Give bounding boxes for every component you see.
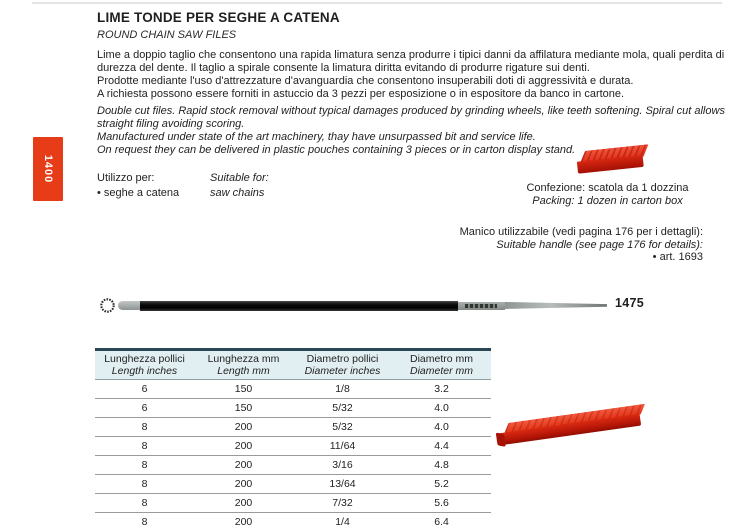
cell-diameter-inches: 5/32 <box>332 402 353 414</box>
cell-diameter-mm: 4.4 <box>434 440 449 452</box>
paragraph: Manufactured under state of the art mach… <box>97 131 536 143</box>
cell-length-mm: 150 <box>234 383 253 395</box>
cell-diameter-inches: 5/32 <box>332 421 353 433</box>
cell-length-mm: 200 <box>234 421 253 433</box>
table-row: 8 200 1/4 6.4 <box>95 513 491 525</box>
cell-length-inches: 8 <box>141 516 148 525</box>
table-row: 6 150 5/32 4.0 <box>95 399 491 418</box>
description-italian: Lime a doppio taglio che consentono una … <box>97 49 725 101</box>
cell-length-mm: 200 <box>234 440 253 452</box>
cell-diameter-inches: 13/64 <box>329 478 356 490</box>
table-row: 8 200 5/32 4.0 <box>95 418 491 437</box>
table-row: 6 150 1/8 3.2 <box>95 380 491 399</box>
cell-length-inches: 8 <box>141 459 148 471</box>
paragraph: A richiesta possono essere forniti in as… <box>97 88 625 100</box>
handle-line-it: Manico utilizzabile (vedi pagina 176 per… <box>459 226 703 238</box>
section-tab-label: 1400 <box>42 154 54 184</box>
round-file-tang <box>505 302 607 309</box>
cell-length-mm: 200 <box>234 516 253 525</box>
header-label-en: Length inches <box>111 365 178 377</box>
header-label-en: Diameter mm <box>409 365 473 377</box>
brand-mark <box>465 303 497 308</box>
cell-diameter-inches: 3/16 <box>332 459 353 471</box>
table-row: 8 200 7/32 5.6 <box>95 494 491 513</box>
handle-line-en: Suitable handle (see page 176 for detail… <box>496 238 703 251</box>
header-label-it: Lunghezza pollici <box>104 353 185 365</box>
header-col: Diametro pollici Diameter inches <box>293 351 392 379</box>
paragraph: On request they can be delivered in plas… <box>97 144 576 156</box>
spec-table-header: Lunghezza pollici Length inches Lunghezz… <box>95 348 491 380</box>
handle-info: Manico utilizzabile (vedi pagina 176 per… <box>400 226 703 264</box>
spec-table: Lunghezza pollici Length inches Lunghezz… <box>95 348 491 525</box>
round-section-icon <box>100 298 115 313</box>
cell-diameter-mm: 4.0 <box>434 421 449 433</box>
paragraph: Double cut files. Rapid stock removal wi… <box>97 105 725 130</box>
cell-length-inches: 8 <box>141 478 148 490</box>
cell-length-inches: 6 <box>141 402 148 414</box>
paragraph: Prodotte mediante l'uso d'attrezzature d… <box>97 75 634 87</box>
cell-length-inches: 8 <box>141 497 148 509</box>
header-col: Lunghezza pollici Length inches <box>95 351 194 379</box>
handle-article: • art. 1693 <box>652 251 703 263</box>
usage-item-en: saw chains <box>210 187 265 199</box>
description-english: Double cut files. Rapid stock removal wi… <box>97 105 725 157</box>
table-row: 8 200 3/16 4.8 <box>95 456 491 475</box>
product-code: 1475 <box>615 296 645 310</box>
cell-length-inches: 8 <box>141 440 148 452</box>
table-row: 8 200 11/64 4.4 <box>95 437 491 456</box>
header-label-en: Diameter inches <box>304 365 381 377</box>
header-label-it: Diametro mm <box>409 353 473 365</box>
header-col: Diametro mm Diameter mm <box>392 351 491 379</box>
table-row: 8 200 13/64 5.2 <box>95 475 491 494</box>
header-label-en: Length mm <box>217 365 270 377</box>
cell-length-mm: 200 <box>234 459 253 471</box>
display-box-body <box>495 403 649 454</box>
cell-diameter-mm: 4.8 <box>434 459 449 471</box>
cell-length-mm: 200 <box>234 478 253 490</box>
usage-label-en: Suitable for: <box>210 172 269 184</box>
section-tab: 1400 <box>33 137 63 201</box>
cell-diameter-inches: 1/4 <box>335 516 350 525</box>
header-col: Lunghezza mm Length mm <box>194 351 293 379</box>
carton-box-image <box>576 143 651 178</box>
cell-diameter-mm: 3.2 <box>434 383 449 395</box>
round-file-brand-stamp <box>458 301 505 310</box>
cell-diameter-inches: 7/32 <box>332 497 353 509</box>
header-label-it: Lunghezza mm <box>207 353 280 365</box>
packing-line-it: Confezione: scatola da 1 dozzina <box>526 182 689 194</box>
round-file-tip <box>118 301 142 310</box>
cell-diameter-inches: 1/8 <box>335 383 350 395</box>
page-subtitle: ROUND CHAIN SAW FILES <box>97 29 237 41</box>
cell-length-inches: 6 <box>141 383 148 395</box>
usage-label-it: Utilizzo per: <box>97 172 155 184</box>
cell-length-mm: 150 <box>234 402 253 414</box>
display-box-image <box>495 403 652 454</box>
round-file-body <box>140 300 458 311</box>
cell-length-mm: 200 <box>234 497 253 509</box>
cell-diameter-mm: 4.0 <box>434 402 449 414</box>
cell-diameter-mm: 6.4 <box>434 516 449 525</box>
paragraph: Lime a doppio taglio che consentono una … <box>97 49 725 74</box>
page-title: LIME TONDE PER SEGHE A CATENA <box>97 10 340 25</box>
cell-diameter-mm: 5.2 <box>434 478 449 490</box>
packing-line-en: Packing: 1 dozen in carton box <box>532 194 683 207</box>
packing-info: Confezione: scatola da 1 dozzina Packing… <box>500 182 715 207</box>
usage-item-it: • seghe a catena <box>97 187 180 199</box>
scan-edge-artifact <box>32 2 722 4</box>
header-label-it: Diametro pollici <box>306 353 379 365</box>
cell-diameter-inches: 11/64 <box>329 440 356 452</box>
cell-length-inches: 8 <box>141 421 148 433</box>
cell-diameter-mm: 5.6 <box>434 497 449 509</box>
